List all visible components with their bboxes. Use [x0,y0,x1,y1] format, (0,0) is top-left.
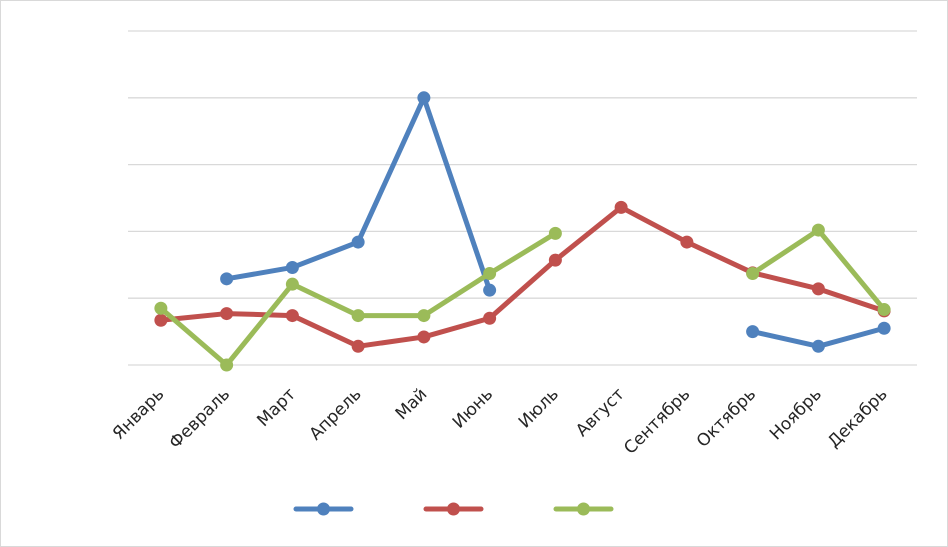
x-tick-label: Апрель [306,384,366,444]
data-point [351,339,365,353]
legend-entry [293,502,354,516]
data-point [811,339,825,353]
x-tick-label: Сентябрь [620,384,694,458]
data-point [746,325,760,339]
x-tick-label: Февраль [165,384,234,453]
series-line [158,204,887,349]
data-point [811,223,825,237]
data-point [417,309,431,323]
data-point [483,283,497,297]
data-point [285,309,299,323]
legend-marker [317,502,330,516]
data-point [154,313,168,327]
legend-entry [423,502,484,516]
data-point [285,260,299,274]
data-point [548,253,562,267]
x-tick-label: Май [392,384,432,424]
data-point [417,330,431,344]
series-1 [220,91,891,353]
data-point [220,272,234,286]
x-tick-label: Октябрь [693,384,760,451]
data-point [220,358,234,372]
data-point [417,91,431,105]
data-point [220,307,234,321]
gridlines [128,30,917,366]
legend-marker [447,502,460,516]
data-point [351,309,365,323]
data-point [877,303,891,317]
data-point [811,282,825,296]
data-point [154,301,168,315]
x-tick-label: Август [572,384,629,441]
series-3 [154,223,891,372]
x-tick-label: Июнь [449,384,497,432]
series-line [224,95,493,293]
data-point [483,311,497,325]
series-lines [154,91,891,372]
x-tick-label: Июль [515,384,563,432]
x-tick-label: Декабрь [824,384,892,452]
data-point [285,277,299,291]
data-point [614,200,628,214]
legend [293,502,614,516]
series-2 [154,200,891,353]
data-point [877,321,891,335]
data-point [746,266,760,280]
legend-entry [553,502,614,516]
data-point [548,226,562,240]
x-tick-label: Март [253,384,300,431]
x-tick-label: Ноябрь [766,384,826,444]
data-point [483,266,497,280]
x-tick-label: Январь [109,384,169,444]
data-point [351,235,365,249]
data-point [680,235,694,249]
legend-marker [577,502,590,516]
